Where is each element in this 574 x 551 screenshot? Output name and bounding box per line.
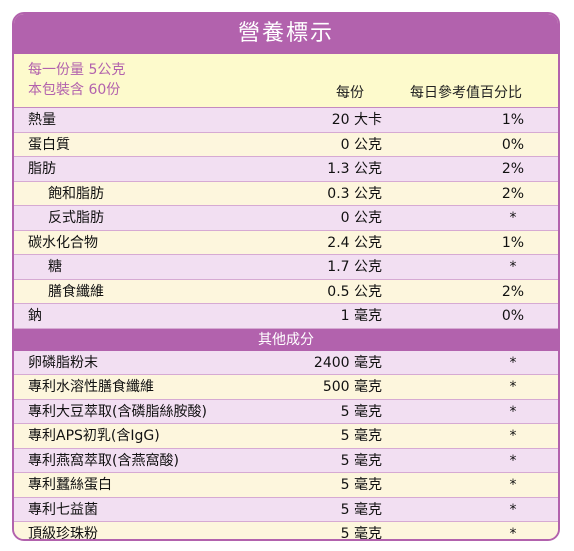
row-daily-value: 2% <box>501 185 525 202</box>
row-name: 碳水化合物 <box>28 234 98 251</box>
row-amount: 500 毫克 <box>322 379 382 395</box>
table-row: 頂級珍珠粉 5 毫克 * <box>14 522 558 541</box>
row-amount: 1.7 公克 <box>327 259 382 275</box>
row-amount: 1 毫克 <box>340 308 382 324</box>
row-amount: 2.4 公克 <box>327 234 382 251</box>
row-name: 專利蠶絲蛋白 <box>28 477 112 493</box>
table-row: 碳水化合物 2.4 公克 1% <box>14 230 558 255</box>
row-daily-value: 1% <box>501 112 525 128</box>
row-amount: 1.3 公克 <box>327 161 382 177</box>
row-amount: 5 毫克 <box>340 452 382 469</box>
row-amount: 0.3 公克 <box>327 185 382 202</box>
row-amount: 5 毫克 <box>340 403 382 420</box>
row-name: 鈉 <box>28 308 42 324</box>
per-serving-header: 每份 <box>336 85 364 101</box>
row-daily-value: * <box>509 477 517 493</box>
row-name: 卵磷脂粉末 <box>28 354 98 371</box>
nutrition-facts-panel: 營養標示 每一份量 5公克 本包裝含 60份 每份 每日參考值百分比 熱量 20 … <box>12 12 560 541</box>
table-row: 糖 1.7 公克 * <box>14 255 558 280</box>
row-daily-value: 0% <box>501 308 525 324</box>
row-daily-value: * <box>509 259 517 275</box>
table-row: 專利七益菌 5 毫克 * <box>14 497 558 522</box>
table-row: 脂肪 1.3 公克 2% <box>14 157 558 182</box>
row-daily-value: * <box>509 428 517 444</box>
table-row: 專利水溶性膳食纖維 500 毫克 * <box>14 375 558 400</box>
row-amount: 0 公克 <box>340 136 382 153</box>
row-name: 膳食纖維 <box>48 283 104 300</box>
row-amount: 5 毫克 <box>340 526 382 541</box>
row-daily-value: 2% <box>501 161 525 177</box>
row-daily-value: * <box>509 354 517 371</box>
table-row: 專利燕窩萃取(含燕窩酸) 5 毫克 * <box>14 448 558 473</box>
row-name: 糖 <box>48 259 62 275</box>
table-row: 專利APS初乳(含IgG) 5 毫克 * <box>14 424 558 449</box>
row-amount: 5 毫克 <box>340 428 382 444</box>
row-amount: 0.5 公克 <box>327 283 382 300</box>
row-amount: 5 毫克 <box>340 477 382 493</box>
row-amount: 5 毫克 <box>340 501 382 518</box>
row-amount: 0 公克 <box>340 210 382 226</box>
row-daily-value: * <box>509 526 517 541</box>
table-row: 蛋白質 0 公克 0% <box>14 132 558 157</box>
row-name: 飽和脂肪 <box>48 185 104 202</box>
row-name: 反式脂肪 <box>48 210 104 226</box>
row-daily-value: * <box>509 452 517 469</box>
table-row: 鈉 1 毫克 0% <box>14 304 558 329</box>
nutrient-list: 熱量 20 大卡 1% 蛋白質 0 公克 0% 脂肪 1.3 公克 2% 飽和脂肪 0.3 公克 2%… <box>14 108 558 329</box>
daily-value-header: 每日參考值百分比 <box>410 85 522 101</box>
row-daily-value: 1% <box>501 234 525 251</box>
row-name: 專利水溶性膳食纖維 <box>28 379 154 395</box>
row-name: 專利燕窩萃取(含燕窩酸) <box>28 452 179 469</box>
row-name: 專利大豆萃取(含磷脂絲胺酸) <box>28 403 207 420</box>
row-name: 蛋白質 <box>28 136 70 153</box>
row-amount: 20 大卡 <box>331 112 382 128</box>
other-ingredients-list: 卵磷脂粉末 2400 毫克 * 專利水溶性膳食纖維 500 毫克 * 專利大豆萃取(含磷脂絲… <box>14 350 558 541</box>
row-daily-value: * <box>509 403 517 420</box>
serving-info: 每一份量 5公克 本包裝含 60份 <box>28 60 125 100</box>
other-ingredients-header: 其他成分 <box>14 328 558 351</box>
row-name: 頂級珍珠粉 <box>28 526 98 541</box>
row-amount: 2400 毫克 <box>313 354 382 371</box>
serving-size: 每一份量 5公克 <box>28 62 126 78</box>
table-row: 專利大豆萃取(含磷脂絲胺酸) 5 毫克 * <box>14 399 558 424</box>
table-row: 飽和脂肪 0.3 公克 2% <box>14 181 558 206</box>
row-name: 脂肪 <box>28 161 56 177</box>
row-name: 專利APS初乳(含IgG) <box>28 428 160 444</box>
row-daily-value: * <box>509 210 517 226</box>
row-name: 專利七益菌 <box>28 501 98 518</box>
table-row: 卵磷脂粉末 2400 毫克 * <box>14 350 558 375</box>
servings-per-package: 本包裝含 60份 <box>28 82 121 98</box>
nutrition-title: 營養標示 <box>14 14 558 54</box>
row-daily-value: 0% <box>501 136 525 153</box>
row-daily-value: 2% <box>501 283 525 300</box>
table-row: 專利蠶絲蛋白 5 毫克 * <box>14 473 558 498</box>
table-row: 膳食纖維 0.5 公克 2% <box>14 279 558 304</box>
table-row: 反式脂肪 0 公克 * <box>14 206 558 231</box>
row-daily-value: * <box>509 501 517 518</box>
serving-header: 每一份量 5公克 本包裝含 60份 每份 每日參考值百分比 <box>14 54 558 108</box>
table-row: 熱量 20 大卡 1% <box>14 108 558 133</box>
row-daily-value: * <box>509 379 517 395</box>
row-name: 熱量 <box>28 112 56 128</box>
